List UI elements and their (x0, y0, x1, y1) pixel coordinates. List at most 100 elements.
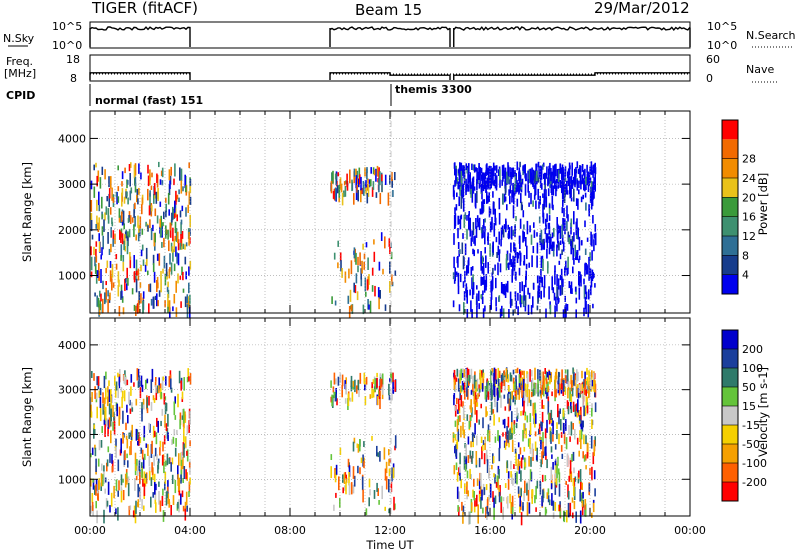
data-cell (104, 292, 106, 305)
data-cell (549, 378, 551, 385)
data-cell (481, 489, 483, 501)
data-cell (459, 476, 461, 481)
data-cell (345, 383, 347, 395)
data-cell (388, 449, 390, 456)
data-cell (565, 437, 568, 450)
data-cell (181, 397, 184, 402)
data-cell (493, 385, 496, 397)
data-cell (502, 308, 505, 320)
data-cell (508, 189, 510, 196)
data-cell (479, 174, 481, 188)
data-cell (582, 170, 585, 176)
data-cell (178, 197, 180, 202)
data-cell (576, 252, 579, 261)
data-cell (171, 246, 174, 253)
data-cell (554, 502, 557, 512)
data-cell (161, 180, 164, 186)
data-cell (355, 273, 358, 284)
data-cell (148, 395, 150, 406)
data-cell (501, 373, 504, 384)
data-cell (117, 507, 119, 521)
data-cell (102, 235, 104, 250)
data-cell (474, 235, 476, 246)
data-cell (107, 232, 109, 244)
data-cell (574, 286, 577, 292)
data-cell (464, 212, 467, 220)
data-cell (477, 511, 479, 524)
colorbar-tick-label: 24 (742, 172, 756, 185)
data-cell (95, 224, 97, 229)
data-cell (467, 490, 469, 497)
data-cell (143, 505, 145, 511)
data-cell (381, 485, 383, 500)
data-cell (181, 231, 184, 239)
data-cell (566, 453, 569, 467)
data-cell (90, 219, 93, 232)
data-cell (189, 196, 192, 205)
data-cell (333, 504, 335, 511)
data-cell (495, 297, 497, 307)
data-cell (566, 369, 569, 382)
data-cell (462, 368, 464, 373)
data-cell (376, 372, 378, 378)
data-cell (93, 186, 96, 198)
data-cell (584, 378, 587, 391)
data-cell (520, 488, 522, 496)
data-cell (110, 227, 112, 238)
data-cell (133, 382, 135, 387)
data-cell (480, 403, 482, 409)
data-cell (127, 218, 130, 223)
data-cell (523, 284, 525, 297)
data-cell (344, 380, 346, 390)
data-cell (384, 468, 387, 481)
data-cell (462, 422, 464, 431)
data-cell (480, 276, 482, 286)
data-cell (483, 279, 486, 293)
data-cell (113, 485, 115, 499)
data-cell (454, 162, 456, 176)
data-cell (492, 242, 494, 253)
data-cell (478, 457, 481, 468)
data-cell (97, 297, 100, 308)
time-tick-label: 16:00 (474, 524, 506, 537)
data-cell (466, 470, 469, 479)
data-cell (107, 299, 109, 313)
data-cell (519, 504, 521, 513)
data-cell (483, 199, 486, 205)
data-cell (531, 370, 533, 377)
data-cell (512, 229, 515, 236)
data-cell (460, 368, 462, 381)
colorbar-frame (721, 119, 739, 295)
cpid-label: CPID (6, 89, 35, 102)
data-cell (583, 278, 585, 285)
data-cell (509, 402, 512, 411)
data-cell (466, 386, 468, 397)
data-cell (486, 411, 488, 416)
data-cell (560, 383, 563, 390)
data-cell (182, 186, 184, 192)
data-cell (133, 505, 136, 518)
data-cell (93, 164, 95, 171)
data-cell (155, 385, 157, 393)
data-cell (546, 238, 549, 249)
colorbar-swatch (722, 216, 738, 236)
data-cell (134, 176, 137, 187)
data-cell (121, 171, 124, 180)
data-cell (570, 240, 572, 255)
data-cell (457, 428, 460, 442)
data-cell (107, 426, 109, 437)
data-cell (355, 168, 357, 180)
data-cell (566, 180, 568, 193)
data-cell (104, 406, 107, 421)
data-cell (468, 420, 471, 429)
data-cell (100, 473, 103, 487)
data-cell (168, 169, 171, 181)
data-cell (494, 165, 496, 171)
data-cell (471, 432, 474, 442)
data-cell (110, 389, 112, 398)
nsearch-tick-bottom: 10^0 (707, 39, 737, 52)
data-cell (557, 404, 559, 418)
data-cell (514, 291, 517, 297)
data-cell (585, 435, 587, 445)
data-cell (481, 446, 483, 460)
